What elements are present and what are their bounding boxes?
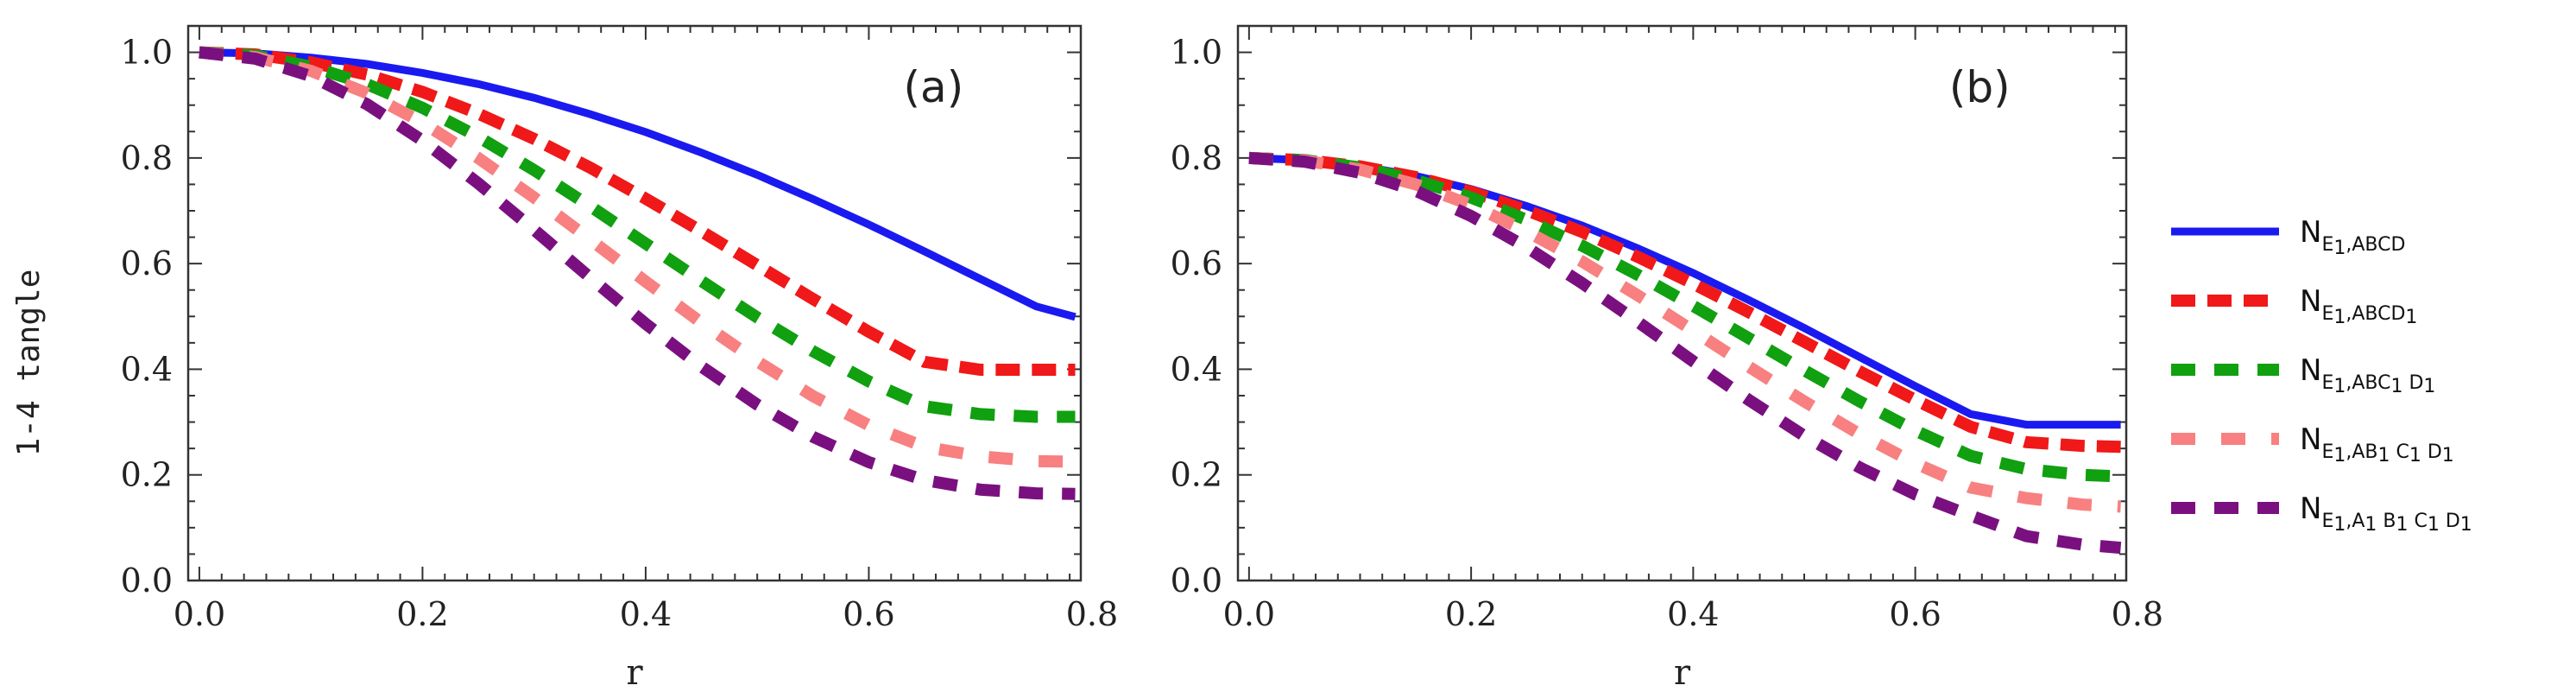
legend-label-5: NE1,A1 B1 C1 D1 — [2300, 492, 2472, 536]
x-tick-label: 0.6 — [843, 595, 894, 633]
series-line-5 — [199, 46, 1076, 500]
legend-label-4: NE1,AB1 C1 D1 — [2300, 422, 2454, 466]
y-tick-label: 0.6 — [1171, 244, 1222, 282]
x-tick-label: 0.2 — [396, 595, 448, 633]
series-line-2 — [1248, 151, 2121, 454]
x-tick-label: 0.0 — [1223, 595, 1275, 633]
series-line-5 — [1248, 151, 2122, 555]
x-axis-label: r — [626, 653, 643, 693]
y-tick-label: 0.2 — [121, 456, 173, 494]
legend: NE1,ABCD NE1,ABCD1 NE1,ABC1 D1 NE1,AB1 C1 D… — [2171, 215, 2472, 536]
x-tick-label: 0.0 — [174, 595, 225, 633]
y-tick-label: 0.0 — [121, 562, 173, 600]
series-line-3 — [199, 46, 1076, 423]
series-line-4 — [1248, 151, 2121, 513]
legend-label-1: NE1,ABCD — [2300, 215, 2405, 259]
x-tick-label: 0.2 — [1445, 595, 1497, 633]
panel-label: (a) — [904, 62, 964, 112]
x-tick-label: 0.8 — [2112, 595, 2163, 633]
x-tick-label: 0.6 — [1889, 595, 1941, 633]
x-axis-label: r — [1674, 653, 1691, 693]
panels: 0.0 0.2 0.4 0.6 0.80.00.20.40.60.81.0r(a)0.0… — [121, 24, 2163, 693]
y-tick-label: 0.6 — [121, 244, 173, 282]
series-line-4 — [199, 46, 1076, 468]
plot-frame — [186, 24, 1083, 582]
y-axis-label: 1-4 tangle — [11, 270, 47, 457]
y-tick-label: 0.0 — [1171, 562, 1222, 600]
y-tick-label: 0.8 — [121, 139, 173, 177]
panel-a: 0.0 0.2 0.4 0.6 0.8 0.0 0.2 0.4 0.6 0.8 1.0 r (a) — [121, 24, 1118, 693]
y-tick-label: 1.0 — [121, 34, 173, 72]
y-tick-label: 1.0 — [1171, 34, 1222, 72]
x-tick-label: 0.4 — [620, 595, 672, 633]
y-tick-label: 0.4 — [121, 350, 173, 388]
panel-label: (b) — [1949, 62, 2011, 112]
legend-label-3: NE1,ABC1 D1 — [2300, 353, 2435, 397]
series-line-1 — [199, 48, 1076, 321]
panel-b: 0.0 0.2 0.4 0.6 0.8 0.0 0.2 0.4 0.6 0.8 1.0 r (b) — [1171, 24, 2163, 693]
series-line-1 — [1248, 154, 2121, 429]
series-line-3 — [1248, 151, 2121, 483]
y-tick-label: 0.8 — [1171, 139, 1222, 177]
x-tick-label: 0.8 — [1066, 595, 1118, 633]
legend-label-2: NE1,ABCD1 — [2300, 284, 2417, 328]
series-line-2 — [199, 46, 1076, 376]
x-tick-label: 0.4 — [1667, 595, 1719, 633]
y-tick-label: 0.2 — [1171, 456, 1222, 494]
y-tick-label: 0.4 — [1171, 350, 1222, 388]
plot-frame — [1236, 24, 2128, 582]
